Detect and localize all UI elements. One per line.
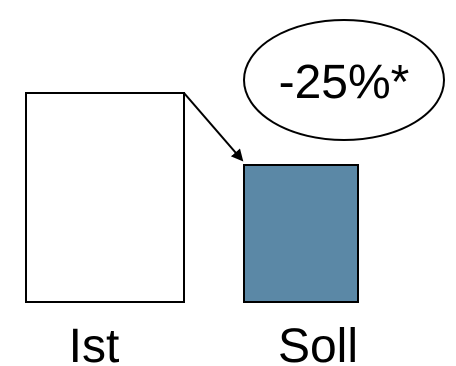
reduction-arrow [183,92,244,162]
soll-label: Soll [278,320,358,366]
reduction-callout [243,19,445,141]
soll-bar [243,164,359,303]
ist-bar [25,92,185,303]
ist-label: Ist [69,320,120,366]
reduction-label: -25%* [279,56,410,109]
